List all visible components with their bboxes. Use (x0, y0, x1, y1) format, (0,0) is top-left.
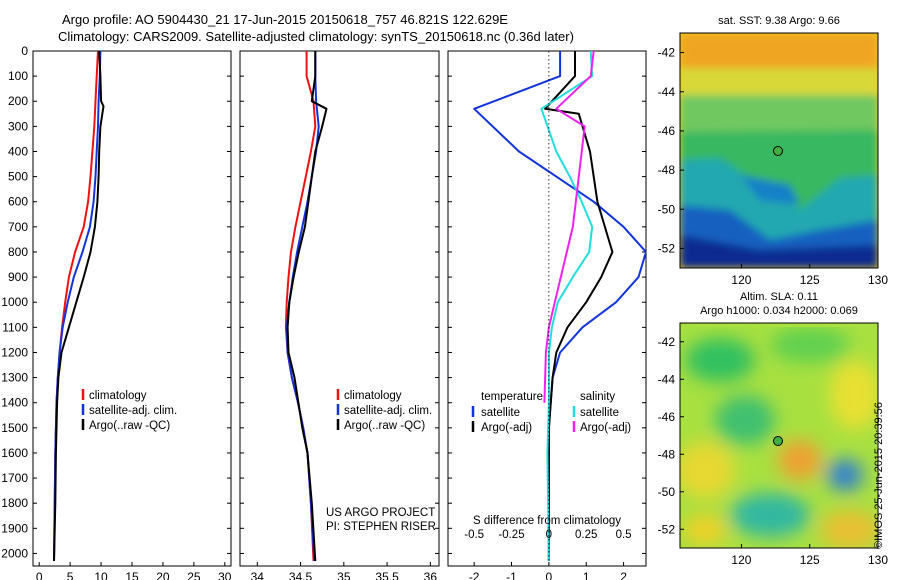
map-lat-tick-label: -46 (658, 124, 676, 138)
sla-map-panel (679, 322, 879, 549)
salinity-diff-tick-label: 0.5 (616, 529, 632, 541)
temperature-x-tick-label: 5 (67, 570, 74, 580)
temperature-x-tick-label: 20 (156, 570, 170, 580)
depth-tick-label: 700 (8, 220, 28, 234)
temperature-x-tick-label: 25 (187, 570, 201, 580)
salinity-panel: 3434.53535.536salinityclimatologysatelli… (239, 50, 440, 580)
legend-label: Argo(..raw -QC) (89, 420, 170, 432)
legend-label: Argo(-adj) (580, 422, 631, 434)
map-lat-tick-label: -48 (658, 447, 676, 461)
legend-label: Argo(..raw -QC) (344, 420, 425, 432)
map-lat-tick-label: -42 (658, 335, 676, 349)
temperature-x-tick-label: 10 (94, 570, 108, 580)
salinity-series-line (286, 51, 328, 562)
legend-heading-temperature: temperature (481, 391, 543, 403)
depth-tick-label: 1200 (1, 345, 28, 359)
salinity-x-tick-label: 34.5 (289, 570, 313, 580)
map-lat-tick-label: -44 (658, 372, 676, 386)
map-lat-tick-label: -52 (658, 522, 676, 536)
profile-title: Argo profile: AO 5904430_21 17-Jun-2015 … (62, 12, 508, 27)
map-lat-tick-label: -42 (658, 46, 676, 60)
legend-heading-salinity: salinity (580, 391, 615, 403)
legend-label: climatology (344, 390, 402, 402)
difference-x-tick-label: 1 (583, 570, 590, 580)
sst-map-title: sat. SST: 9.38 Argo: 9.66 (718, 15, 840, 27)
difference-series-line (543, 51, 595, 403)
salinity-x-tick-label: 35.5 (375, 570, 399, 580)
map-lat-tick-label: -52 (658, 241, 676, 255)
depth-tick-label: 1300 (1, 371, 28, 385)
depth-tick-label: 600 (8, 195, 28, 209)
climatology-title: Climatology: CARS2009. Satellite-adjuste… (58, 29, 574, 44)
temperature-x-tick-label: 15 (125, 570, 139, 580)
salinity-x-tick-label: 34 (251, 570, 265, 580)
depth-tick-label: 1500 (1, 421, 28, 435)
difference-x-tick-label: -2 (469, 570, 480, 580)
map-lat-tick-label: -46 (658, 410, 676, 424)
sst-map-panel (679, 32, 879, 269)
map-lon-tick-label: 130 (868, 273, 888, 287)
map-lat-tick-label: -44 (658, 85, 676, 99)
difference-x-tick-label: -1 (506, 570, 517, 580)
map-lat-tick-label: -50 (658, 202, 676, 216)
map-lat-tick-label: -50 (658, 485, 676, 499)
salinity-x-tick-label: 35 (337, 570, 351, 580)
project-annotation: US ARGO PROJECT (326, 507, 435, 519)
salinity-diff-tick-label: 0.25 (575, 529, 597, 541)
map-lon-tick-label: 130 (868, 553, 888, 567)
depth-tick-label: 100 (8, 69, 28, 83)
temperature-plot-frame (32, 50, 232, 567)
sla-argo-marker (773, 436, 783, 446)
difference-series-line (540, 51, 594, 562)
depth-tick-label: 1400 (1, 396, 28, 410)
sst-argo-marker (773, 146, 783, 156)
depth-tick-label: 1000 (1, 295, 28, 309)
temperature-x-tick-label: 0 (36, 570, 43, 580)
depth-tick-label: 800 (8, 245, 28, 259)
depth-tick-label: 500 (8, 170, 28, 184)
legend-label: satellite (580, 407, 619, 419)
imos-credit: ©IMOS 25-Jun-2015 20:39:56 (873, 402, 885, 549)
map-sst-axes: 120 125 130 -42 -44 -46 -48 -50 -52 (658, 46, 889, 287)
map-lat-tick-label: -48 (658, 163, 676, 177)
salinity-diff-axis-label: S difference from climatology (473, 515, 621, 527)
depth-tick-label: 200 (8, 94, 28, 108)
difference-panel: -2-1012T difference from climatology-0.5… (447, 50, 647, 580)
legend-label: Argo(-adj) (481, 422, 532, 434)
temperature-series-line (53, 51, 105, 562)
depth-tick-label: 1800 (1, 496, 28, 510)
depth-tick-label: 1600 (1, 446, 28, 460)
map-lon-tick-label: 120 (731, 553, 751, 567)
salinity-diff-tick-label: 0 (546, 529, 552, 541)
depth-tick-label: 1100 (2, 320, 28, 334)
pi-annotation: PI: STEPHEN RISER (326, 521, 436, 533)
difference-series-line (544, 51, 614, 561)
difference-x-tick-label: 0 (546, 570, 553, 580)
legend-label: climatology (89, 390, 147, 402)
salinity-diff-tick-label: -0.25 (498, 529, 524, 541)
legend-label: satellite (481, 407, 520, 419)
sla-map-subtitle: Argo h1000: 0.034 h2000: 0.069 (700, 305, 858, 317)
legend-label: satellite-adj. clim. (89, 405, 177, 417)
depth-tick-label: 1700 (1, 471, 28, 485)
difference-x-tick-label: 2 (620, 570, 627, 580)
salinity-plot-frame (239, 50, 440, 567)
salinity-diff-tick-label: -0.5 (464, 529, 484, 541)
sla-map-title: Altim. SLA: 0.11 (739, 291, 819, 303)
depth-tick-label: 2000 (1, 546, 28, 560)
depth-tick-label: 900 (8, 270, 28, 284)
map-lon-tick-label: 120 (731, 273, 751, 287)
map-sla-axes: 120 125 130 -42 -44 -46 -48 -50 -52 (658, 335, 889, 567)
temperature-panel: 0100200300400500600700800900100011001200… (1, 44, 232, 580)
depth-tick-label: 300 (8, 119, 28, 133)
map-lon-tick-label: 125 (800, 553, 820, 567)
map-lon-tick-label: 125 (800, 273, 820, 287)
legend-label: satellite-adj. clim. (344, 405, 432, 417)
depth-tick-label: 1900 (1, 521, 28, 535)
salinity-x-tick-label: 36 (424, 570, 438, 580)
temperature-x-tick-label: 30 (218, 570, 232, 580)
depth-tick-label: 400 (8, 144, 28, 158)
depth-tick-label: 0 (21, 44, 28, 58)
